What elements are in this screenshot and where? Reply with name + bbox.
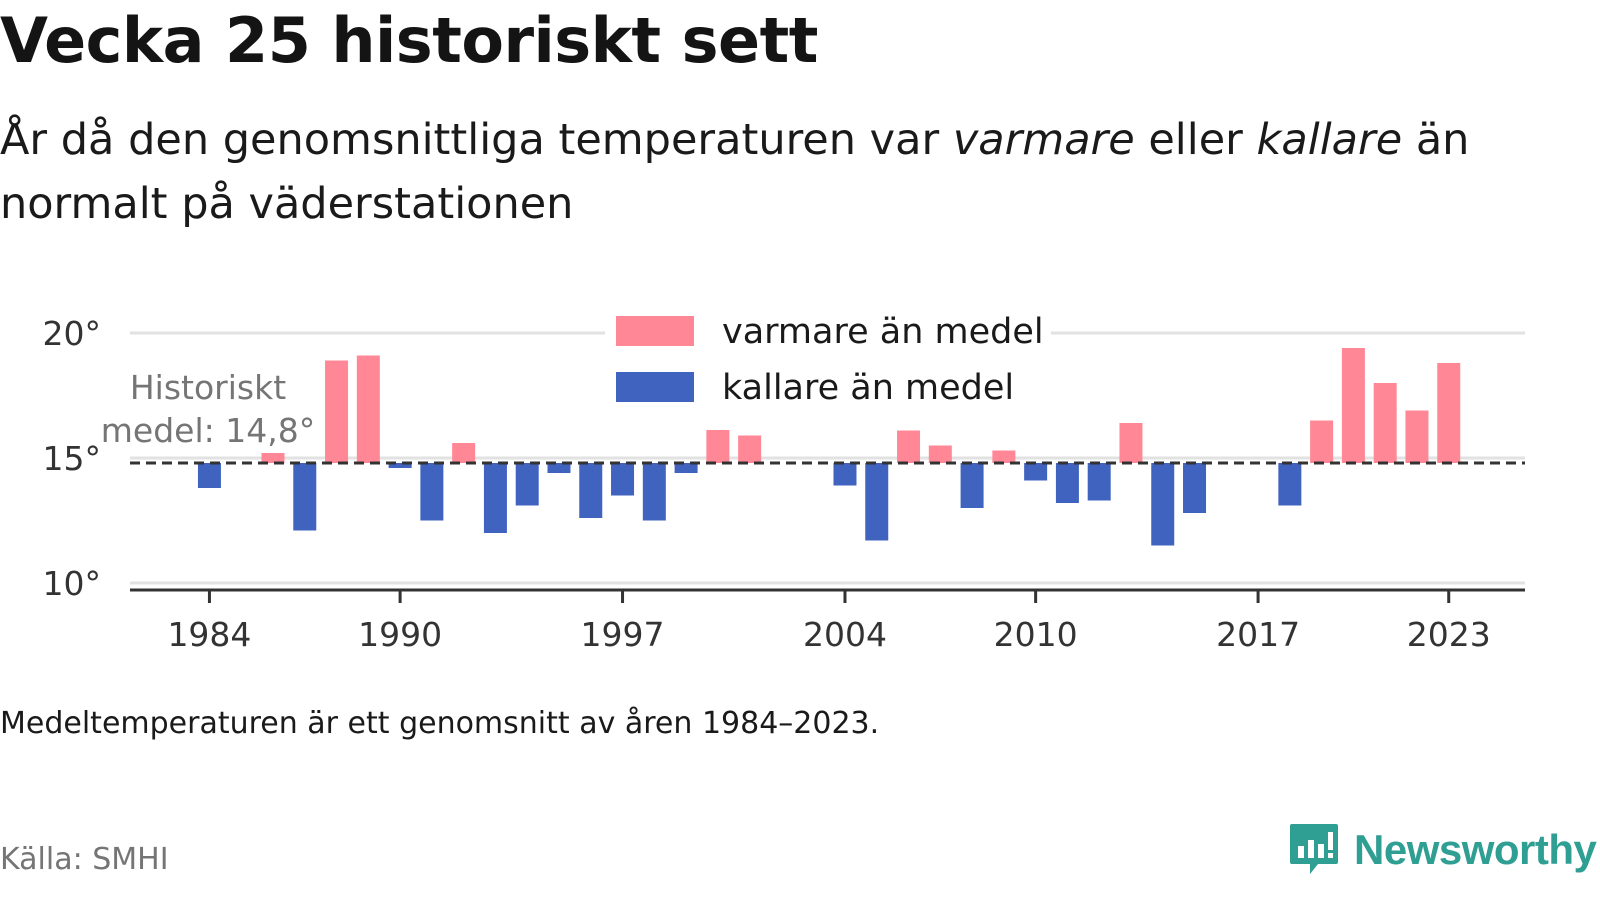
subtitle-text-1: År då den genomsnittliga temperaturen va…	[0, 115, 953, 165]
x-tick-label-1990: 1990	[358, 615, 442, 654]
chart-title: Vecka 25 historiskt sett	[0, 4, 818, 77]
bar-1988	[325, 360, 349, 463]
bar-1992	[452, 443, 476, 463]
subtitle-text-3: än normalt på väderstationen	[0, 115, 1470, 229]
bar-2010	[1024, 463, 1048, 481]
mean-label: Historiskt medel: 14,8°	[101, 368, 315, 450]
bar-2020	[1341, 348, 1365, 463]
bar-2011	[1055, 463, 1079, 503]
bar-1999	[674, 463, 698, 473]
mean-line-group: Historiskt medel: 14,8°	[101, 368, 1525, 465]
bar-2008	[960, 463, 984, 508]
bar-1994	[515, 463, 539, 506]
legend-label-cold: kallare än medel	[722, 368, 1014, 408]
bar-2022	[1405, 410, 1429, 463]
bars	[197, 348, 1461, 546]
newsworthy-logo-icon	[1290, 824, 1338, 874]
x-tick-label-2023: 2023	[1407, 615, 1491, 654]
bar-2012	[1087, 463, 1111, 501]
bar-1995	[547, 463, 571, 473]
bar-chart: Historiskt medel: 14,8° 1984 1990 1997 2004 2…	[43, 310, 1525, 654]
bar-2014	[1151, 463, 1175, 546]
bar-1991	[420, 463, 444, 521]
x-axis: 1984 1990 1997 2004 2010 2017 2023	[130, 588, 1525, 654]
bar-2018	[1278, 463, 1302, 506]
bar-2005	[865, 463, 889, 541]
mean-label-line-2: medel: 14,8°	[101, 411, 315, 450]
bar-2001	[738, 435, 762, 463]
chart-subtitle: År då den genomsnittliga temperaturen va…	[0, 108, 1540, 236]
bar-2009	[992, 450, 1016, 463]
bar-1986	[261, 453, 285, 463]
x-tick-label-2017: 2017	[1216, 615, 1300, 654]
mean-label-line-1: Historiskt	[130, 368, 286, 407]
y-tick-label-15: 15°	[43, 439, 102, 478]
y-tick-label-20: 20°	[43, 314, 102, 353]
bar-2006	[897, 430, 921, 463]
x-tick-label-1984: 1984	[167, 615, 251, 654]
bar-2021	[1373, 383, 1397, 463]
x-tick-label-2004: 2004	[803, 615, 887, 654]
subtitle-text-2: eller	[1134, 115, 1257, 165]
subtitle-warm-word: varmare	[952, 115, 1135, 165]
bar-2015	[1183, 463, 1207, 513]
bar-1984	[197, 463, 221, 488]
footnote: Medeltemperaturen är ett genomsnitt av å…	[0, 706, 880, 741]
y-axis-labels: 10° 15° 20°	[43, 314, 102, 603]
newsworthy-logo-text: Newsworthy	[1354, 826, 1597, 873]
legend: varmare än medel kallare än medel	[605, 310, 1051, 430]
bar-2000	[706, 428, 730, 463]
bar-1989	[356, 355, 380, 463]
bar-1990	[388, 463, 412, 468]
bar-1998	[642, 463, 666, 521]
subtitle-cold-word: kallare	[1256, 115, 1403, 165]
bar-2013	[1119, 423, 1143, 463]
x-tick-label-1997: 1997	[581, 615, 665, 654]
newsworthy-logo: Newsworthy	[1288, 822, 1597, 878]
bar-2004	[833, 463, 857, 486]
bar-2019	[1310, 420, 1334, 463]
legend-label-warm: varmare än medel	[722, 312, 1044, 352]
x-tick-label-2010: 2010	[994, 615, 1078, 654]
bar-2023	[1437, 363, 1461, 463]
legend-swatch-warm	[616, 316, 694, 346]
bar-1996	[579, 463, 603, 518]
source-label: Källa: SMHI	[0, 842, 169, 877]
bar-1993	[483, 463, 507, 533]
y-tick-label-10: 10°	[43, 564, 102, 603]
bar-1987	[293, 463, 317, 531]
bar-1997	[611, 463, 635, 496]
bar-2007	[928, 445, 952, 463]
legend-swatch-cold	[616, 372, 694, 402]
